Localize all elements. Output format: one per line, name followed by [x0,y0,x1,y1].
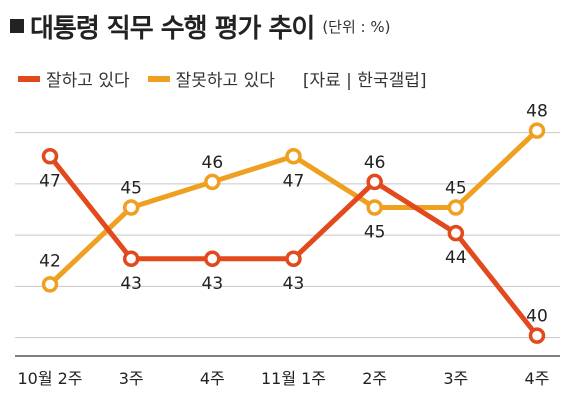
data-label: 47 [39,171,61,191]
legend: 잘하고 있다 잘못하고 있다 [자료 | 한국갤럽] [18,66,427,91]
data-label: 44 [445,248,467,268]
chart-title: 대통령 직무 수행 평가 추이 [30,13,315,44]
data-label: 45 [364,223,386,243]
data-label: 48 [526,102,548,122]
x-tick-label: 2주 [362,369,387,388]
x-tick-label: 4주 [200,369,225,388]
title-square-icon [10,19,24,33]
title-row: 대통령 직무 수행 평가 추이 (단위 : %) [10,6,390,46]
x-tick-label: 11월 1주 [261,369,326,388]
legend-swatch-good [18,75,40,82]
data-label: 42 [39,251,61,271]
data-label: 45 [445,179,467,199]
data-label: 46 [364,153,386,173]
x-tick-label: 3주 [119,369,144,388]
legend-item-bad: 잘못하고 있다 [147,66,275,91]
legend-label-bad: 잘못하고 있다 [175,71,275,91]
data-point [285,250,302,267]
data-label: 43 [283,274,305,294]
data-point [447,199,465,216]
data-point [528,327,546,344]
data-label: 45 [120,179,142,199]
legend-swatch-bad [147,75,170,82]
data-label: 43 [202,274,224,294]
data-point [41,276,59,293]
data-point [122,199,140,216]
legend-source: [자료 | 한국갤럽] [302,71,427,91]
data-label: 43 [120,274,142,294]
data-point [285,148,302,165]
x-tick-label: 4주 [525,369,550,388]
data-point [204,250,221,267]
data-label: 40 [526,307,548,327]
data-point [366,199,383,216]
data-point [528,122,546,139]
unit-note: (단위 : %) [322,17,391,36]
data-point [447,224,465,242]
data-point [366,173,383,191]
x-tick-label: 10월 2주 [17,369,82,388]
data-label: 46 [202,153,224,173]
data-point [122,250,140,267]
legend-label-good: 잘하고 있다 [46,71,130,91]
legend-item-good: 잘하고 있다 [18,66,130,91]
x-tick-label: 3주 [443,369,468,388]
data-label: 47 [283,171,305,191]
data-point [204,173,221,191]
data-point [41,148,59,165]
